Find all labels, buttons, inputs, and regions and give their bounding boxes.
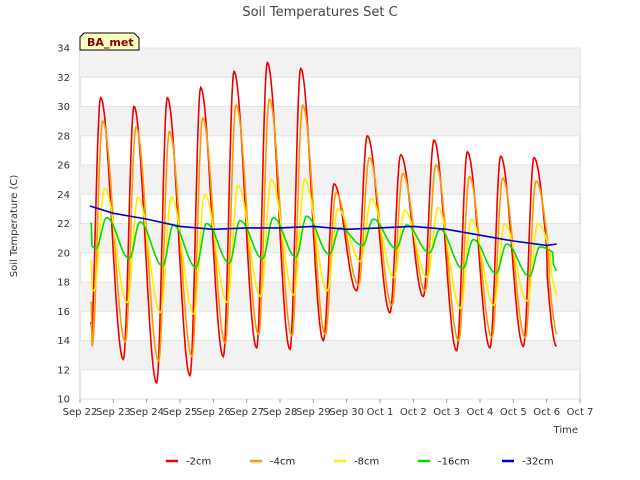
y-tick-label: 28 — [57, 131, 70, 142]
y-tick-label: 26 — [57, 161, 70, 172]
y-axis-ticks: 10 12 14 16 18 20 22 24 26 28 30 32 34 — [57, 44, 70, 406]
x-tick-label: Sep 25 — [163, 407, 198, 418]
series-line-2cm — [90, 61, 558, 385]
x-tick-label: Oct 6 — [533, 407, 560, 418]
chart-title: Soil Temperatures Set C — [242, 5, 397, 20]
x-tick-label: Sep 23 — [96, 407, 131, 418]
y-tick-label: 32 — [57, 73, 70, 84]
y-tick-label: 22 — [57, 219, 70, 230]
x-tick-label: Oct 2 — [400, 407, 427, 418]
x-tick-label: Oct 7 — [567, 407, 594, 418]
x-tick-label: Sep 29 — [296, 407, 331, 418]
site-badge-label: BA_met — [87, 36, 134, 49]
y-tick-label: 18 — [57, 278, 70, 289]
y-tick-label: 34 — [57, 44, 70, 55]
y-tick-label: 30 — [57, 102, 70, 113]
x-tick-label: Sep 27 — [229, 407, 264, 418]
series-line-8cm — [90, 178, 558, 316]
x-tick-label: Sep 24 — [129, 407, 164, 418]
series-lines — [89, 61, 558, 385]
x-tick-label: Oct 1 — [367, 407, 394, 418]
x-axis-label: Time — [553, 425, 578, 436]
y-tick-label: 24 — [57, 190, 70, 201]
y-tick-label: 10 — [57, 395, 70, 406]
legend: -2cm -4cm -8cm -16cm -32cm — [166, 457, 554, 468]
y-tick-label: 14 — [57, 336, 70, 347]
x-tick-label: Sep 22 — [63, 407, 98, 418]
y-tick-label: 16 — [57, 307, 70, 318]
x-tick-label: Oct 5 — [500, 407, 527, 418]
x-tick-label: Oct 4 — [467, 407, 494, 418]
x-tick-label: Sep 28 — [263, 407, 298, 418]
site-badge-box — [79, 32, 140, 51]
grid-band — [80, 106, 580, 136]
y-tick-label: 20 — [57, 248, 70, 259]
y-tick-label: 12 — [57, 365, 70, 376]
legend-label: -4cm — [270, 457, 295, 468]
x-tick-label: Sep 26 — [196, 407, 231, 418]
legend-label: -32cm — [522, 457, 554, 468]
grid-band — [80, 340, 580, 370]
series-line-32cm — [89, 205, 557, 247]
x-tick-label: Sep 30 — [329, 407, 364, 418]
legend-label: -2cm — [186, 457, 211, 468]
site-badge: BA_met — [79, 32, 140, 51]
y-axis-label: Soil Temperature (C) — [9, 175, 20, 278]
legend-label: -16cm — [438, 457, 470, 468]
grid-band — [80, 48, 580, 78]
legend-label: -8cm — [354, 457, 379, 468]
x-tick-label: Oct 3 — [433, 407, 460, 418]
series-line-16cm — [90, 215, 558, 278]
